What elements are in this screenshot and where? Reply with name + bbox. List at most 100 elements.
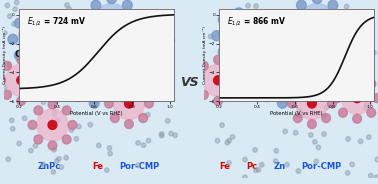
Circle shape: [57, 157, 61, 161]
Circle shape: [243, 175, 247, 180]
Circle shape: [373, 94, 378, 103]
Circle shape: [17, 76, 26, 85]
Circle shape: [327, 29, 332, 34]
Circle shape: [157, 79, 167, 89]
Circle shape: [308, 133, 313, 137]
Circle shape: [46, 18, 56, 28]
Circle shape: [157, 80, 161, 84]
Circle shape: [88, 123, 93, 127]
Circle shape: [312, 39, 322, 49]
Circle shape: [321, 26, 325, 31]
Circle shape: [249, 34, 280, 66]
Circle shape: [30, 34, 40, 44]
Circle shape: [118, 40, 123, 45]
Circle shape: [136, 163, 140, 168]
Circle shape: [160, 132, 164, 136]
Circle shape: [268, 88, 272, 93]
Circle shape: [273, 159, 278, 164]
Circle shape: [231, 10, 235, 15]
Circle shape: [285, 162, 289, 167]
Circle shape: [335, 16, 344, 26]
Circle shape: [254, 168, 258, 172]
Circle shape: [345, 93, 350, 98]
Circle shape: [227, 161, 231, 165]
Circle shape: [107, 16, 116, 26]
Circle shape: [339, 79, 347, 88]
Circle shape: [274, 148, 279, 153]
Circle shape: [194, 76, 202, 85]
Circle shape: [333, 94, 341, 103]
Circle shape: [277, 52, 287, 63]
Circle shape: [51, 60, 60, 69]
Circle shape: [218, 47, 228, 57]
Circle shape: [353, 73, 361, 82]
Circle shape: [316, 145, 321, 150]
Circle shape: [52, 147, 56, 152]
Circle shape: [3, 90, 11, 99]
Circle shape: [108, 151, 112, 156]
Circle shape: [309, 15, 313, 20]
Circle shape: [13, 7, 17, 11]
Circle shape: [308, 78, 316, 87]
Circle shape: [54, 34, 85, 66]
Circle shape: [202, 64, 234, 96]
Circle shape: [250, 15, 260, 24]
Circle shape: [328, 33, 338, 43]
Circle shape: [308, 120, 316, 129]
Circle shape: [215, 138, 220, 143]
Circle shape: [34, 135, 43, 144]
Circle shape: [107, 0, 116, 3]
Circle shape: [253, 31, 257, 35]
Circle shape: [293, 91, 303, 101]
Text: Por-CMP: Por-CMP: [119, 162, 160, 171]
Circle shape: [43, 76, 62, 95]
Circle shape: [296, 87, 328, 120]
Circle shape: [51, 170, 56, 174]
Circle shape: [106, 50, 110, 54]
Circle shape: [97, 143, 101, 148]
Circle shape: [74, 137, 79, 141]
Circle shape: [277, 98, 287, 108]
Circle shape: [173, 133, 177, 138]
Circle shape: [7, 63, 11, 67]
Circle shape: [163, 32, 168, 37]
Circle shape: [255, 75, 265, 85]
Circle shape: [65, 45, 74, 54]
Circle shape: [250, 47, 260, 57]
Circle shape: [62, 106, 71, 115]
Circle shape: [125, 120, 133, 129]
Circle shape: [112, 21, 116, 25]
Circle shape: [165, 16, 169, 21]
Circle shape: [296, 113, 301, 117]
Circle shape: [146, 138, 151, 143]
Circle shape: [335, 80, 345, 90]
Circle shape: [312, 16, 322, 26]
Circle shape: [3, 85, 7, 90]
Circle shape: [234, 54, 244, 63]
Circle shape: [290, 32, 294, 37]
Y-axis label: Current Density (mA cm⁻²): Current Density (mA cm⁻²): [203, 26, 207, 84]
Circle shape: [156, 92, 160, 97]
Circle shape: [208, 34, 213, 39]
Circle shape: [313, 139, 317, 144]
Circle shape: [77, 63, 112, 98]
Circle shape: [73, 41, 77, 46]
Circle shape: [363, 106, 368, 110]
Circle shape: [37, 76, 46, 85]
Circle shape: [92, 100, 97, 105]
Circle shape: [220, 123, 225, 128]
Circle shape: [112, 75, 121, 85]
Circle shape: [152, 65, 156, 70]
Circle shape: [107, 39, 116, 49]
Circle shape: [246, 3, 250, 8]
Circle shape: [105, 168, 109, 173]
Circle shape: [260, 45, 270, 54]
Circle shape: [371, 83, 376, 87]
Circle shape: [80, 31, 88, 40]
Circle shape: [23, 88, 27, 92]
Circle shape: [262, 59, 271, 69]
Circle shape: [37, 109, 68, 141]
Circle shape: [297, 84, 301, 89]
Circle shape: [80, 60, 88, 69]
Circle shape: [319, 41, 329, 51]
